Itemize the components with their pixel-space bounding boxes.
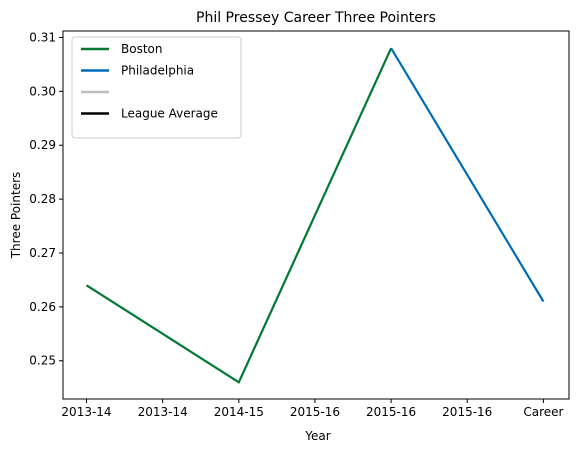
series-line-1 <box>390 47 545 303</box>
legend-box <box>71 36 242 139</box>
x-tick-label: 2015-16 <box>442 405 492 419</box>
legend-label: Philadelphia <box>121 64 194 78</box>
y-tick-label: 0.29 <box>29 138 56 152</box>
y-tick-label: 0.26 <box>29 300 56 314</box>
series-line-0 <box>85 47 393 384</box>
y-axis-label: Three Pointers <box>9 172 23 260</box>
x-tick-label: 2013-14 <box>61 405 111 419</box>
chart-title: Phil Pressey Career Three Pointers <box>196 10 436 26</box>
x-tick-label: 2014-15 <box>214 405 264 419</box>
axes: 2013-14 2013-14 2014-15 2015-16 2015-16 2015-… <box>29 30 570 419</box>
series-lines <box>85 47 545 384</box>
x-tick-label: Career <box>523 405 563 419</box>
x-tick-label: 2015-16 <box>366 405 416 419</box>
y-tick-label: 0.30 <box>29 84 56 98</box>
x-tick-label: 2013-14 <box>138 405 188 419</box>
legend-label: League Average <box>121 107 218 121</box>
y-tick-label: 0.28 <box>29 192 56 206</box>
x-tick-label: 2015-16 <box>290 405 340 419</box>
legend-label: Boston <box>121 42 162 56</box>
axes-frame <box>62 30 570 400</box>
y-tick-label: 0.31 <box>29 30 56 44</box>
legend: Boston Philadelphia League Average <box>71 36 242 139</box>
y-tick-label: 0.25 <box>29 354 56 368</box>
y-tick-label: 0.27 <box>29 246 56 260</box>
x-axis-label: Year <box>304 429 330 443</box>
